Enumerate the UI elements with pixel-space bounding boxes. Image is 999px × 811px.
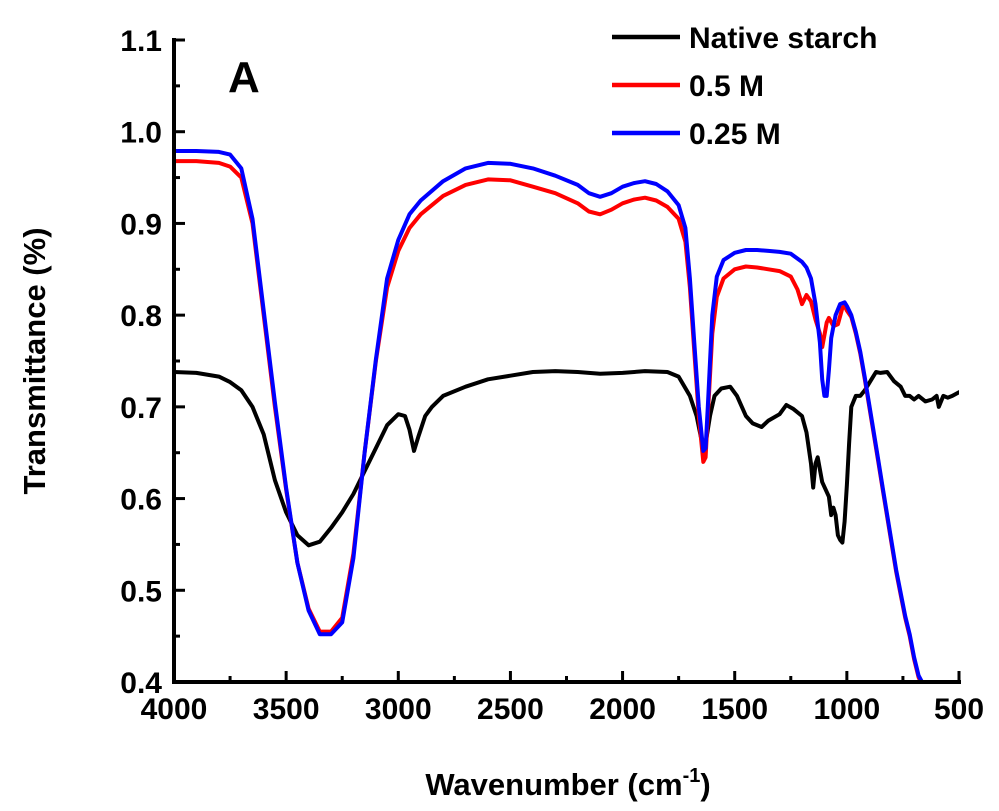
series-layer [174, 149, 959, 682]
y-tick-label: 0.5 [120, 575, 162, 608]
ticks-layer: 4000 3500 3000 2500 2000 1500 1000 500 0.4 0.5 0.6… [120, 25, 984, 726]
y-tick-label: 0.4 [120, 667, 162, 700]
x-tick-label: 4000 [141, 693, 208, 726]
legend: Native starch 0.5 M 0.25 M [612, 22, 877, 151]
x-tick-label: 2500 [477, 693, 544, 726]
y-tick-label: 0.9 [120, 208, 162, 241]
y-tick-label: 0.7 [120, 392, 162, 425]
x-tick-label: 3000 [365, 693, 432, 726]
y-tick-label: 0.6 [120, 484, 162, 517]
series-line-1 [174, 159, 923, 682]
axes-layer [172, 38, 961, 684]
x-axis-title-main: Wavenumber (cm [425, 767, 682, 802]
x-tick-label: 3500 [253, 693, 320, 726]
x-axis-title-close: ) [700, 767, 710, 802]
panel-label: A [228, 53, 260, 102]
x-tick-label: 500 [934, 693, 984, 726]
x-axis-title-superscript: -1 [683, 765, 701, 787]
x-axis-title: Wavenumber (cm-1) [425, 765, 710, 802]
series-line-2 [174, 149, 924, 682]
legend-label-2: 0.25 M [689, 118, 781, 151]
x-tick-label: 1500 [701, 693, 768, 726]
x-tick-label: 2000 [589, 693, 656, 726]
y-tick-label: 1.1 [120, 25, 162, 58]
y-tick-label: 1.0 [120, 117, 162, 150]
x-tick-label: 1000 [813, 693, 880, 726]
y-tick-label: 0.8 [120, 300, 162, 333]
legend-label-0: Native starch [689, 22, 877, 55]
series-line-0 [174, 369, 959, 548]
legend-label-1: 0.5 M [689, 70, 764, 103]
y-axis-title: Transmittance (%) [17, 227, 52, 494]
